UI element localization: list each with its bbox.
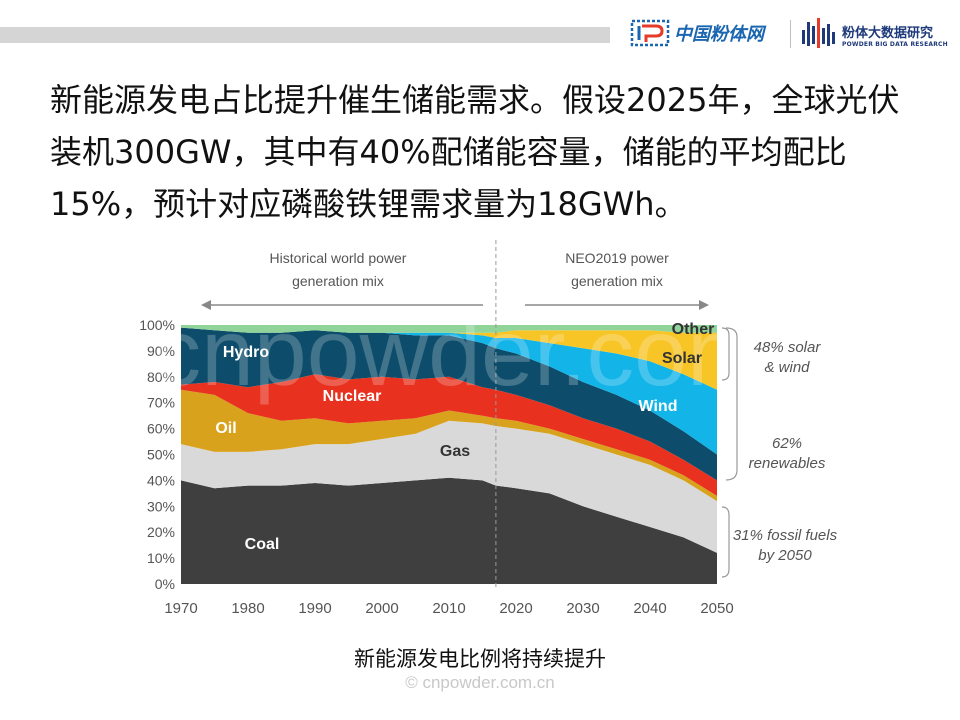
annotation-fossil-line1: 31% fossil fuels [733,527,838,544]
label-wind: Wind [639,398,678,415]
watermark: © cnpowder.com.cn [125,300,745,406]
chart-caption: 新能源发电比例将持续提升 [354,647,606,671]
x-tick-label: 2030 [566,600,599,617]
x-axis-ticks: 1970 1980 1990 2000 2010 2020 2030 2040 2050 [164,600,733,617]
forecast-arrow [525,300,709,310]
y-tick-label: 40% [147,472,175,488]
label-hydro: Hydro [223,344,269,361]
logo-secondary-cn: 粉体大数据研究 [842,26,934,41]
x-tick-label: 2020 [499,600,532,617]
area-labels: Coal Gas Oil Nuclear Hydro Wind Solar Ot… [215,321,714,553]
x-tick-label: 1980 [231,600,264,617]
y-tick-label: 20% [147,524,175,540]
x-tick-label: 2010 [432,600,465,617]
x-tick-label: 1970 [164,600,197,617]
area-wind [181,327,717,455]
forecast-label-line2: generation mix [571,273,663,289]
historical-arrow [201,300,483,310]
historical-label-line1: Historical world power [270,250,407,266]
historical-label-line2: generation mix [292,273,384,289]
y-tick-label: 80% [147,369,175,385]
logo-secondary-en: POWDER BIG DATA RESEARCH [842,41,948,48]
annotation-fossil-line2: by 2050 [758,547,812,564]
x-tick-label: 1990 [298,600,331,617]
powder-big-data-logo[interactable]: 粉体大数据研究 POWDER BIG DATA RESEARCH [800,14,950,54]
area-solar [181,327,717,390]
label-other: Other [672,321,715,338]
annotation-brackets [721,327,738,578]
label-gas: Gas [440,443,470,460]
y-tick-label: 50% [147,447,175,463]
y-tick-label: 30% [147,498,175,514]
copyright-footer: © cnpowder.com.cn [405,673,555,692]
body-paragraph: 新能源发电占比提升催生储能需求。假设2025年，全球光伏装机300GW，其中有4… [50,81,900,223]
y-tick-label: 60% [147,421,175,437]
area-gas [181,420,717,553]
chart-annotations: 48% solar & wind 62% renewables 31% foss… [733,339,838,564]
chart-areas [181,325,717,584]
annotation-solar-wind-line1-outer: 48% solar [754,339,822,356]
y-tick-label: 0% [155,576,175,592]
cnpowder-logo[interactable]: 中国粉体网 [630,14,780,52]
annotation-solar-wind-line2: & wind [764,359,810,376]
logo-primary-text: 中国粉体网 [674,24,764,45]
annotation-renewables-line1: 62% [772,435,802,452]
area-other [181,325,717,333]
header-bar [0,27,610,43]
x-tick-label: 2050 [700,600,733,617]
label-coal: Coal [245,536,280,553]
y-tick-label: 90% [147,343,175,359]
power-generation-mix-chart: 0%10%20%30%40%50%60%70%80%90%100% 1970 19… [125,240,745,617]
label-nuclear: Nuclear [323,388,382,405]
annotation-renewables-line2: renewables [749,455,826,472]
y-tick-label: 70% [147,395,175,411]
forecast-label-line1: NEO2019 power [565,250,669,266]
area-coal [181,477,717,584]
y-tick-label: 10% [147,550,175,566]
x-tick-label: 2040 [633,600,666,617]
bar-chart-logo-icon [802,18,835,48]
bracket-solar-wind [721,327,730,381]
bracket-fossil [721,506,730,578]
area-oil [181,389,717,502]
area-nuclear [181,374,717,496]
bracket-renewables [725,327,738,481]
y-axis-ticks: 0% 10% 20% 30% 40% 50% 60% 70% 80% 90% 100% [139,317,175,592]
cnpowder-logo-icon [630,19,670,47]
area-hydro [181,327,717,481]
logo-divider [790,20,791,48]
x-tick-label: 2000 [365,600,398,617]
label-oil: Oil [215,420,236,437]
label-solar: Solar [662,350,702,367]
y-tick-label: 100% [139,317,175,333]
